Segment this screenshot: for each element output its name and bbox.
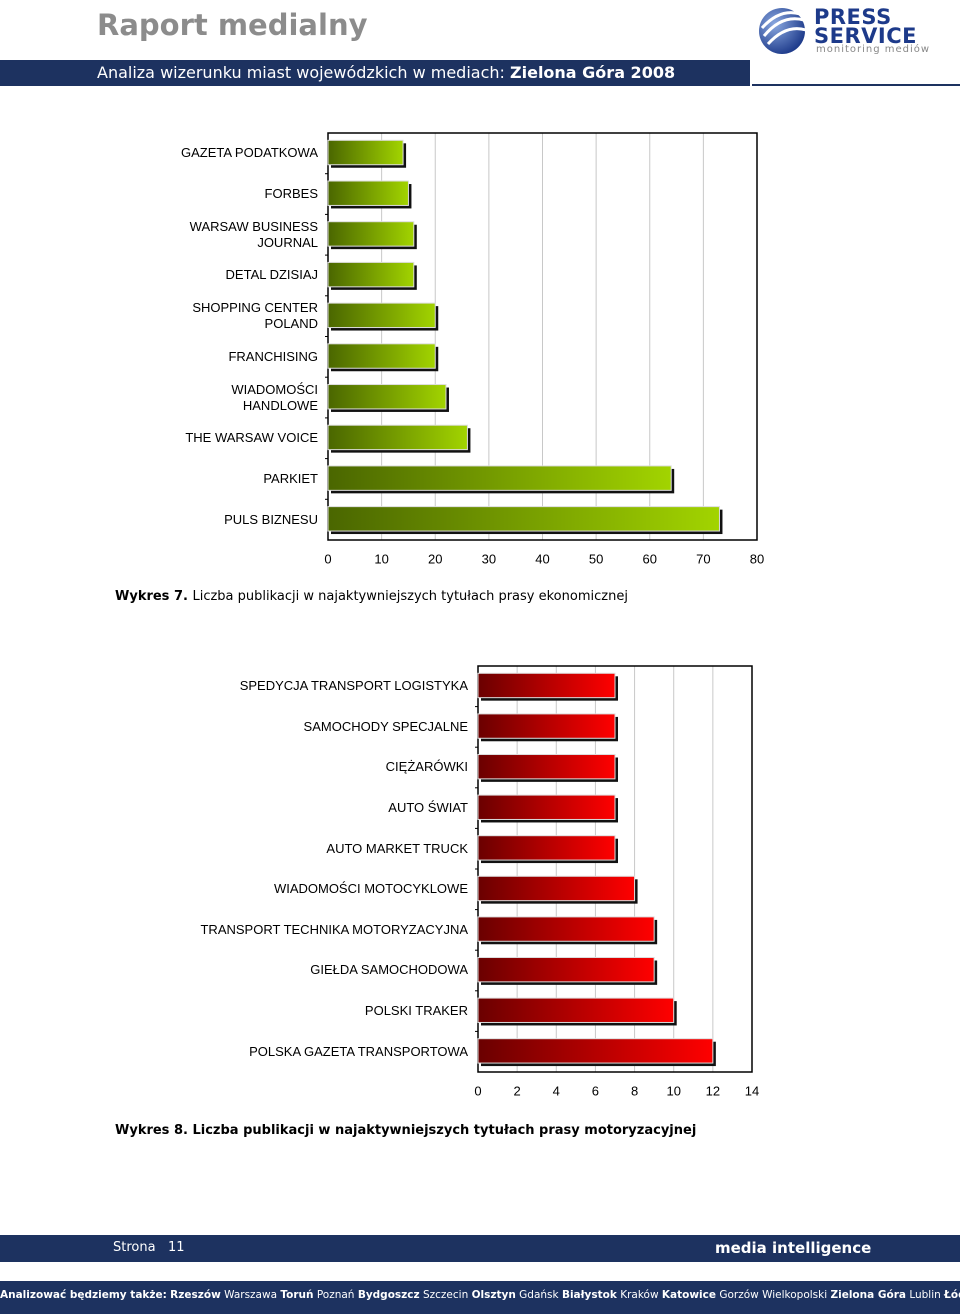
- city: Katowice: [661, 1289, 717, 1301]
- city: Bydgoszcz: [357, 1289, 420, 1301]
- city: Toruń: [280, 1289, 314, 1301]
- category-label: THE WARSAW VOICE: [185, 430, 318, 446]
- cities-line: Analizować będziemy także: Rzeszów Warsz…: [0, 1289, 960, 1301]
- city: Łódź: [944, 1289, 960, 1301]
- bar: [477, 794, 616, 820]
- category-label: PULS BIZNESU: [224, 511, 318, 527]
- category-label: CIĘŻARÓWKI: [385, 759, 468, 775]
- bar: [477, 754, 616, 780]
- page-number: Strona 11: [113, 1240, 185, 1255]
- subtitle-bold: Zielona Góra 2008: [510, 63, 676, 82]
- city: Lublin: [909, 1289, 941, 1301]
- city: Warszawa: [224, 1289, 278, 1301]
- category-label: GAZETA PODATKOWA: [181, 145, 318, 161]
- category-label: WIADOMOŚCI MOTOCYKLOWE: [273, 881, 468, 897]
- category-label: WIADOMOŚCI HANDLOWE: [231, 381, 318, 413]
- x-tick-label: 6: [592, 1083, 599, 1098]
- logo-mark: [759, 8, 807, 54]
- category-label: DETAL DZISIAJ: [225, 267, 318, 283]
- category-label: TRANSPORT TECHNIKA MOTORYZACYJNA: [200, 921, 468, 937]
- caption: Wykres 7. Liczba publikacji w najaktywni…: [115, 589, 628, 604]
- cities-bar: [0, 1281, 960, 1314]
- bar: [327, 384, 447, 410]
- cities-intro: Analizować będziemy także:: [0, 1289, 167, 1301]
- city: Gdańsk: [519, 1289, 559, 1301]
- city: Szczecin: [422, 1289, 469, 1301]
- x-tick-label: 14: [745, 1083, 759, 1098]
- bar: [477, 916, 655, 942]
- x-tick-label: 70: [696, 551, 710, 566]
- caption-text: Liczba publikacji w najaktywniejszych ty…: [192, 589, 628, 604]
- category-label: AUTO MARKET TRUCK: [326, 840, 468, 856]
- bar: [327, 221, 415, 247]
- caption-text: Liczba publikacji w najaktywniejszych ty…: [192, 1123, 697, 1138]
- bar: [327, 139, 404, 166]
- header-subtitle: Analiza wizerunku miast wojewódzkich w m…: [97, 63, 675, 82]
- category-label: FORBES: [264, 186, 318, 202]
- category-label: PARKIET: [263, 470, 318, 486]
- caption-label: Wykres 7.: [115, 589, 188, 604]
- city: Poznań: [316, 1289, 355, 1301]
- report-title: Raport medialny: [97, 8, 368, 42]
- page-num: 11: [167, 1240, 185, 1255]
- bar: [327, 506, 720, 532]
- bar: [477, 957, 655, 983]
- city: Kraków: [620, 1289, 659, 1301]
- city: Zielona Góra: [830, 1289, 906, 1301]
- x-tick-label: 4: [553, 1083, 560, 1098]
- category-label: WARSAW BUSINESS JOURNAL: [189, 218, 318, 250]
- x-tick-label: 40: [535, 551, 549, 566]
- category-label: SHOPPING CENTER POLAND: [192, 300, 318, 332]
- x-tick-label: 2: [514, 1083, 521, 1098]
- city: Olsztyn: [471, 1289, 516, 1301]
- page-label: Strona: [113, 1240, 156, 1255]
- bar: [477, 1038, 714, 1064]
- x-tick-label: 60: [643, 551, 657, 566]
- bar: [327, 261, 415, 288]
- city: Białystok: [561, 1289, 617, 1301]
- bar: [327, 343, 436, 369]
- bar: [327, 302, 436, 329]
- x-tick-label: 10: [374, 551, 388, 566]
- bar: [327, 465, 672, 491]
- x-tick-label: 0: [474, 1083, 481, 1098]
- bar: [327, 424, 468, 451]
- footer-bar: [0, 1235, 960, 1262]
- bar: [477, 997, 675, 1023]
- caption-label: Wykres 8.: [115, 1123, 188, 1138]
- x-tick-label: 0: [324, 551, 331, 566]
- category-label: POLSKI TRAKER: [364, 1003, 468, 1019]
- logo-name: PRESS SERVICE: [814, 5, 917, 48]
- city: Gorzów Wielkopolski: [719, 1289, 828, 1301]
- bar: [327, 180, 409, 206]
- city: Rzeszów: [170, 1289, 221, 1301]
- logo-tagline: monitoring mediów: [816, 44, 931, 55]
- bar: [477, 672, 616, 699]
- x-tick-label: 12: [706, 1083, 720, 1098]
- category-label: GIEŁDA SAMOCHODOWA: [310, 962, 468, 978]
- x-tick-label: 10: [666, 1083, 680, 1098]
- brand: media intelligence: [715, 1239, 872, 1257]
- header-bar: [0, 60, 750, 86]
- x-tick-label: 50: [589, 551, 603, 566]
- bar: [477, 875, 636, 902]
- bar: [477, 713, 616, 739]
- category-label: SPEDYCJA TRANSPORT LOGISTYKA: [239, 678, 468, 694]
- x-tick-label: 80: [750, 551, 764, 566]
- category-label: SAMOCHODY SPECJALNE: [303, 718, 468, 734]
- subtitle: Analiza wizerunku miast wojewódzkich w m…: [97, 63, 505, 82]
- category-label: POLSKA GAZETA TRANSPORTOWA: [249, 1043, 468, 1059]
- x-tick-label: 8: [631, 1083, 638, 1098]
- bar: [477, 835, 616, 861]
- caption: Wykres 8. Liczba publikacji w najaktywni…: [115, 1123, 696, 1138]
- category-label: AUTO ŚWIAT: [388, 800, 468, 816]
- category-label: FRANCHISING: [228, 348, 318, 364]
- header-rule: [752, 84, 960, 86]
- x-tick-label: 30: [482, 551, 496, 566]
- x-tick-label: 20: [428, 551, 442, 566]
